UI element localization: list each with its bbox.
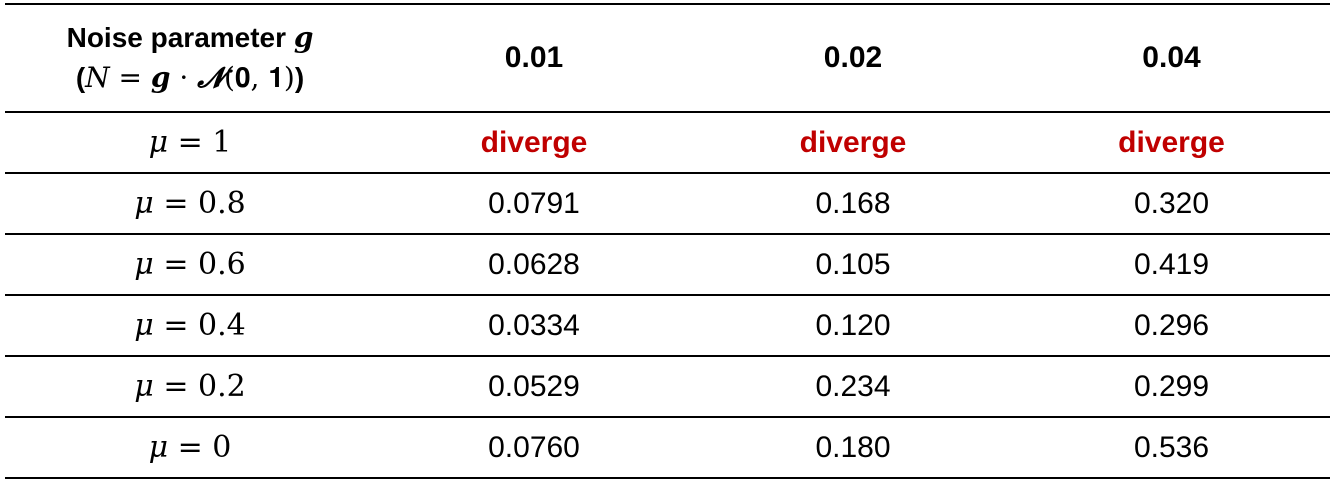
table-cell: 0.296	[1013, 295, 1330, 357]
formula-eq: =	[109, 61, 151, 94]
table-cell: diverge	[375, 112, 693, 174]
formula-normal: 𝓝	[197, 61, 225, 94]
table-cell: 0.105	[693, 234, 1013, 296]
mu-value: = 0.2	[153, 369, 246, 404]
mu-value: = 1	[168, 125, 232, 160]
table-row: μ = 0.8 0.0791 0.168 0.320	[5, 173, 1330, 235]
table-cell: 0.0791	[375, 173, 693, 235]
results-table: Noise parameter g (N = g · 𝓝(𝟎, 𝟏)) 0.01…	[5, 3, 1330, 479]
mu-value: = 0.8	[153, 186, 246, 221]
mu-symbol: μ	[148, 125, 169, 160]
mu-value: = 0.4	[153, 308, 246, 343]
mu-symbol: μ	[134, 308, 154, 343]
row-label: μ = 1	[5, 112, 375, 174]
mu-symbol: μ	[148, 430, 169, 465]
table-cell: 0.419	[1013, 234, 1330, 296]
table-cell: 0.180	[693, 417, 1013, 479]
table-cell: diverge	[1013, 112, 1330, 174]
table-cell: 0.0529	[375, 356, 693, 418]
table-cell: 0.0760	[375, 417, 693, 479]
mu-value: = 0.6	[153, 247, 246, 282]
mu-value: = 0	[168, 430, 232, 465]
table-cell: 0.299	[1013, 356, 1330, 418]
header-col-2: 0.04	[1013, 3, 1330, 113]
header-label-line2: (N = g · 𝓝(𝟎, 𝟏))	[5, 58, 375, 98]
table-cell: 0.168	[693, 173, 1013, 235]
header-label-line1: Noise parameter g	[5, 18, 375, 58]
table-row: μ = 0 0.0760 0.180 0.536	[5, 417, 1330, 479]
header-col-0: 0.01	[375, 3, 693, 113]
table-cell: 0.120	[693, 295, 1013, 357]
header-label-text: Noise parameter	[66, 22, 294, 53]
table-row: μ = 0.2 0.0529 0.234 0.299	[5, 356, 1330, 418]
table-header-row: Noise parameter g (N = g · 𝓝(𝟎, 𝟏)) 0.01…	[5, 3, 1330, 113]
row-label: μ = 0.4	[5, 295, 375, 357]
table-row: μ = 0.6 0.0628 0.105 0.419	[5, 234, 1330, 296]
formula-close-paren: )	[294, 62, 305, 93]
formula-n: N	[85, 61, 110, 94]
table-cell: 0.0334	[375, 295, 693, 357]
row-label: μ = 0.2	[5, 356, 375, 418]
header-label-var: g	[293, 21, 314, 54]
formula-dot: ·	[170, 61, 198, 94]
mu-symbol: μ	[134, 369, 154, 404]
table-cell: 0.234	[693, 356, 1013, 418]
table-cell: diverge	[693, 112, 1013, 174]
row-label: μ = 0.8	[5, 173, 375, 235]
formula-args: (𝟎, 𝟏)	[224, 61, 295, 94]
mu-symbol: μ	[134, 247, 154, 282]
table-cell: 0.536	[1013, 417, 1330, 479]
mu-symbol: μ	[134, 186, 154, 221]
formula-open-paren: (	[75, 62, 86, 93]
header-label-cell: Noise parameter g (N = g · 𝓝(𝟎, 𝟏))	[5, 3, 375, 113]
formula-g: g	[150, 61, 171, 94]
table-row: μ = 0.4 0.0334 0.120 0.296	[5, 295, 1330, 357]
table-cell: 0.320	[1013, 173, 1330, 235]
table-cell: 0.0628	[375, 234, 693, 296]
row-label: μ = 0	[5, 417, 375, 479]
header-col-1: 0.02	[693, 3, 1013, 113]
row-label: μ = 0.6	[5, 234, 375, 296]
table-row: μ = 1 diverge diverge diverge	[5, 112, 1330, 174]
